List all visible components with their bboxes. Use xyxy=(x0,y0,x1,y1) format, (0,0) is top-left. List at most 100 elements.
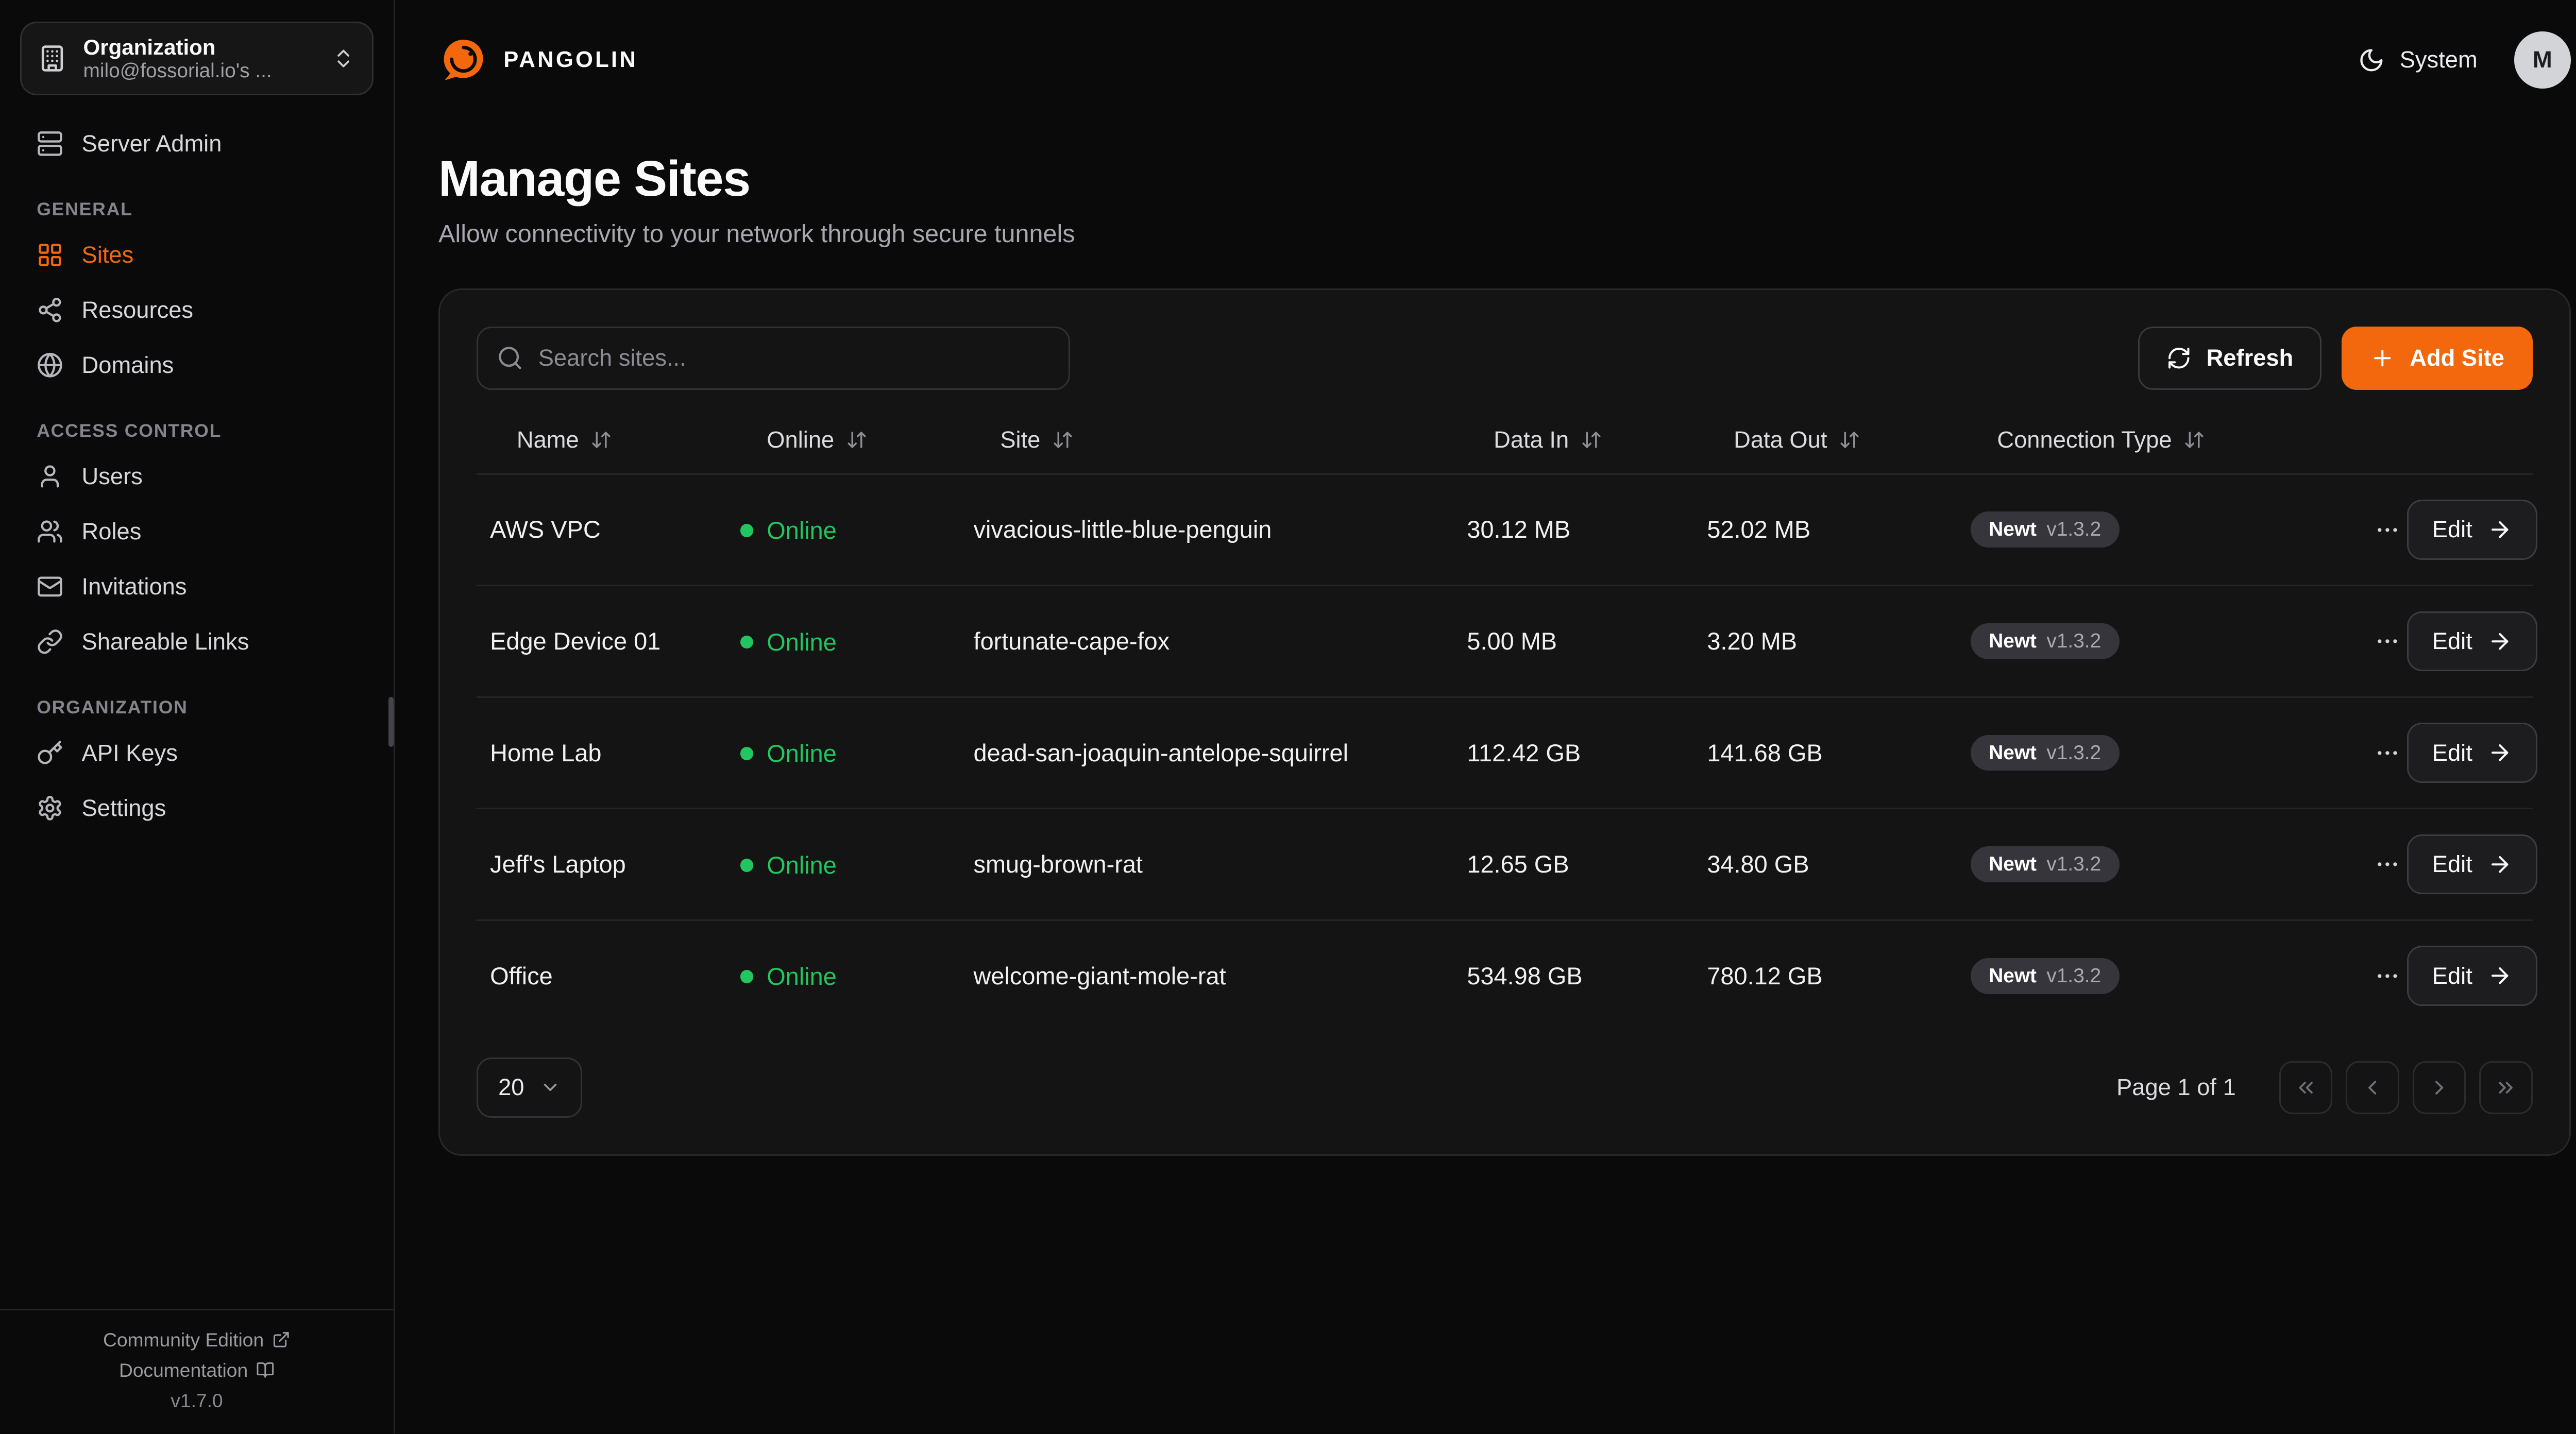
column-header-name[interactable]: Name xyxy=(477,426,726,453)
row-actions-menu-button[interactable] xyxy=(2334,621,2407,661)
pangolin-logo xyxy=(444,40,483,80)
sidebar-item-sites[interactable]: Sites xyxy=(20,228,374,282)
search-input[interactable] xyxy=(477,326,1071,390)
row-actions-menu-button[interactable] xyxy=(2334,510,2407,550)
status-label: Online xyxy=(767,740,837,767)
chevrons-right-icon xyxy=(2499,1082,2513,1094)
cell-connection-type: Newt v1.3.2 xyxy=(1957,623,2334,659)
connection-type-badge: Newt v1.3.2 xyxy=(1970,958,2120,994)
online-dot-icon xyxy=(740,747,754,760)
sidebar-item-users[interactable]: Users xyxy=(20,450,374,503)
arrow-right-icon xyxy=(2492,967,2509,984)
connection-version-label: v1.3.2 xyxy=(2046,964,2102,987)
sidebar-scrollbar-thumb[interactable] xyxy=(388,696,394,747)
building-icon xyxy=(42,45,63,72)
cell-online: Online xyxy=(727,850,960,879)
community-edition-link[interactable]: Community Edition xyxy=(103,1329,291,1351)
sidebar-item-server-admin[interactable]: Server Admin xyxy=(20,117,374,170)
column-header-data-in[interactable]: Data In xyxy=(1454,426,1694,453)
edit-button[interactable]: Edit xyxy=(2407,723,2537,783)
ellipsis-icon xyxy=(2377,974,2397,978)
cell-data-in: 5.00 MB xyxy=(1467,627,1557,655)
sidebar-item-label: Settings xyxy=(81,794,166,821)
page-size-select[interactable]: 20 xyxy=(477,1057,583,1118)
column-header-connection-type[interactable]: Connection Type xyxy=(1957,426,2334,453)
status-badge: Online xyxy=(740,740,837,767)
org-title: Organization xyxy=(83,35,216,59)
cell-data-out: 52.02 MB xyxy=(1707,516,1811,543)
sidebar-item-roles[interactable]: Roles xyxy=(20,505,374,558)
edit-button[interactable]: Edit xyxy=(2407,500,2537,560)
row-actions-menu-button[interactable] xyxy=(2334,844,2407,884)
connection-type-badge: Newt v1.3.2 xyxy=(1970,846,2120,882)
version-label: v1.7.0 xyxy=(171,1389,223,1411)
brand: PANGOLIN xyxy=(438,35,638,85)
org-switcher[interactable]: Organization milo@fossorial.io's ... xyxy=(20,22,374,96)
cell-data-out: 34.80 GB xyxy=(1707,851,1809,878)
cell-connection-type: Newt v1.3.2 xyxy=(1957,735,2334,771)
user-icon xyxy=(41,465,59,488)
table-row: Edge Device 01 Online fortunate-cape-fox… xyxy=(477,585,2537,696)
column-header-online[interactable]: Online xyxy=(727,426,960,453)
book-icon xyxy=(257,1362,274,1378)
last-page-button[interactable] xyxy=(2479,1061,2533,1115)
connection-type-badge: Newt v1.3.2 xyxy=(1970,735,2120,771)
connection-type-label: Newt xyxy=(1989,964,2037,987)
cell-data-in: 112.42 GB xyxy=(1467,739,1581,766)
row-actions-menu-button[interactable] xyxy=(2334,956,2407,996)
cell-connection-type: Newt v1.3.2 xyxy=(1957,958,2334,994)
sidebar-item-api-keys[interactable]: API Keys xyxy=(20,726,374,780)
gear-icon xyxy=(39,796,61,821)
org-texts: Organization milo@fossorial.io's ... xyxy=(83,35,316,82)
column-label: Online xyxy=(767,426,835,453)
table-row: Office Online welcome-giant-mole-rat 534… xyxy=(477,919,2537,1031)
sidebar-item-shareable-links[interactable]: Shareable Links xyxy=(20,615,374,669)
external-link-icon xyxy=(274,1332,289,1347)
documentation-link[interactable]: Documentation xyxy=(119,1359,275,1381)
sidebar-item-resources[interactable]: Resources xyxy=(20,283,374,337)
connection-type-label: Newt xyxy=(1989,853,2037,876)
page-size-value: 20 xyxy=(498,1074,524,1101)
avatar[interactable]: M xyxy=(2514,31,2571,89)
column-label: Name xyxy=(516,426,579,453)
sites-toolbar: Refresh Add Site xyxy=(477,326,2533,390)
sites-card: Refresh Add Site Name xyxy=(438,288,2571,1156)
refresh-label: Refresh xyxy=(2206,345,2294,371)
sidebar-item-invitations[interactable]: Invitations xyxy=(20,560,374,613)
link-icon xyxy=(38,629,62,654)
sidebar-item-label: Invitations xyxy=(81,573,187,600)
cell-site: smug-brown-rat xyxy=(973,851,1143,878)
connection-version-label: v1.3.2 xyxy=(2046,629,2102,652)
status-label: Online xyxy=(767,851,837,879)
first-page-button[interactable] xyxy=(2279,1061,2333,1115)
topbar-actions: System M xyxy=(2358,31,2571,89)
column-label: Data In xyxy=(1494,426,1569,453)
waypoints-icon xyxy=(39,298,61,322)
add-site-button[interactable]: Add Site xyxy=(2341,326,2533,390)
status-badge: Online xyxy=(740,628,837,656)
ellipsis-icon xyxy=(2377,862,2397,866)
edit-button[interactable]: Edit xyxy=(2407,611,2537,672)
connection-type-badge: Newt v1.3.2 xyxy=(1970,511,2120,548)
column-label: Connection Type xyxy=(1997,426,2172,453)
column-header-site[interactable]: Site xyxy=(960,426,1454,453)
edit-button[interactable]: Edit xyxy=(2407,946,2537,1006)
cell-name: Home Lab xyxy=(490,739,602,766)
sidebar-item-settings[interactable]: Settings xyxy=(20,781,374,835)
column-header-data-out[interactable]: Data Out xyxy=(1693,426,1957,453)
refresh-button[interactable]: Refresh xyxy=(2138,326,2322,390)
online-dot-icon xyxy=(740,524,754,537)
next-page-button[interactable] xyxy=(2412,1061,2466,1115)
edit-button[interactable]: Edit xyxy=(2407,834,2537,895)
theme-toggle-button[interactable]: System xyxy=(2358,46,2478,73)
previous-page-button[interactable] xyxy=(2346,1061,2399,1115)
cell-connection-type: Newt v1.3.2 xyxy=(1957,846,2334,882)
chevrons-left-icon xyxy=(2299,1082,2313,1094)
sidebar-item-label: Roles xyxy=(81,518,142,545)
status-badge: Online xyxy=(740,851,837,879)
server-icon xyxy=(38,131,62,156)
row-actions-menu-button[interactable] xyxy=(2334,733,2407,773)
documentation-label: Documentation xyxy=(118,1359,248,1381)
search-icon xyxy=(499,347,521,369)
sidebar-item-domains[interactable]: Domains xyxy=(20,338,374,392)
